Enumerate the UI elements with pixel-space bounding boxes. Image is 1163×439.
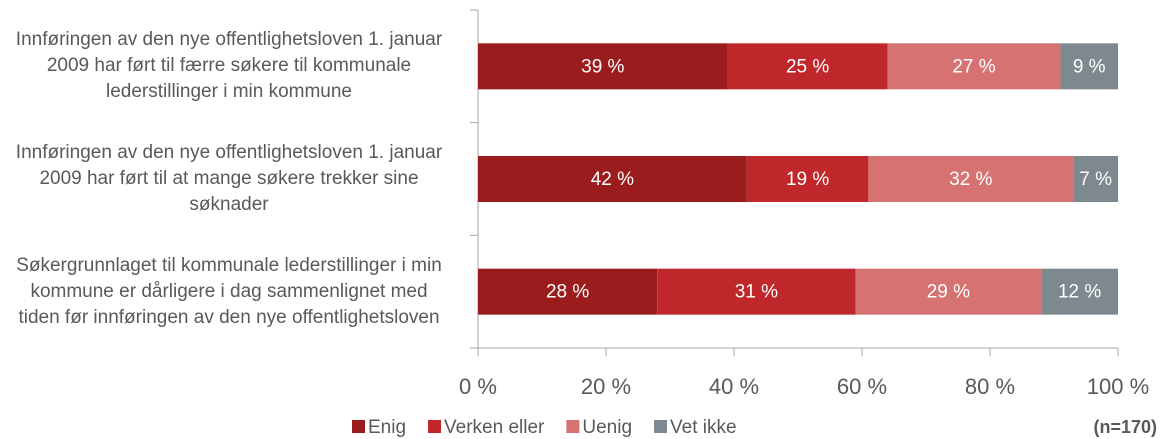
data-label: 12 %	[1058, 282, 1101, 303]
bar-segment	[868, 156, 1074, 202]
bar-segment	[1041, 268, 1118, 315]
x-tick-label: 0 %	[459, 374, 497, 399]
x-tick-label: 60 %	[837, 374, 887, 399]
legend-label: Enig	[368, 417, 406, 438]
data-label: 39 %	[581, 56, 624, 77]
legend-marker	[428, 420, 442, 433]
bar-segment	[727, 43, 888, 90]
data-label: 28 %	[546, 282, 589, 303]
legend-label: Uenig	[582, 417, 632, 438]
bar-segment	[887, 43, 1061, 90]
bar-segment	[1060, 43, 1118, 90]
bar-segment	[746, 156, 869, 202]
category-label: Innføringen av den nye offentlighetslove…	[15, 142, 443, 215]
data-label: 25 %	[786, 56, 829, 77]
bar-segment	[1073, 156, 1118, 202]
data-label: 9 %	[1073, 56, 1106, 77]
x-tick-label: 80 %	[965, 374, 1015, 399]
data-label: 42 %	[591, 169, 634, 190]
data-label: 19 %	[786, 169, 829, 190]
legend-label: Verken eller	[444, 417, 545, 438]
data-label: 31 %	[735, 282, 778, 303]
legend-marker	[566, 420, 580, 433]
sample-size: (n=170)	[1093, 417, 1157, 437]
legend-marker	[654, 420, 668, 433]
x-tick-label: 40 %	[709, 374, 759, 399]
bar-segment	[478, 268, 658, 315]
legend-label: Vet ikke	[670, 417, 737, 438]
data-label: 7 %	[1079, 169, 1112, 190]
x-tick-label: 100 %	[1087, 374, 1149, 399]
x-tick-label: 20 %	[581, 374, 631, 399]
category-label: Søkergrunnlaget til kommunale lederstill…	[16, 254, 442, 328]
data-label: 32 %	[949, 169, 992, 190]
bar-segment	[657, 268, 856, 315]
data-label: 27 %	[952, 56, 995, 77]
legend-marker	[352, 420, 365, 433]
bar-segment	[478, 43, 728, 90]
bar-segment	[855, 268, 1042, 315]
data-label: 29 %	[927, 282, 970, 303]
category-label: Innføringen av den nye offentlighetslove…	[15, 29, 443, 103]
bar-segment	[478, 156, 747, 202]
